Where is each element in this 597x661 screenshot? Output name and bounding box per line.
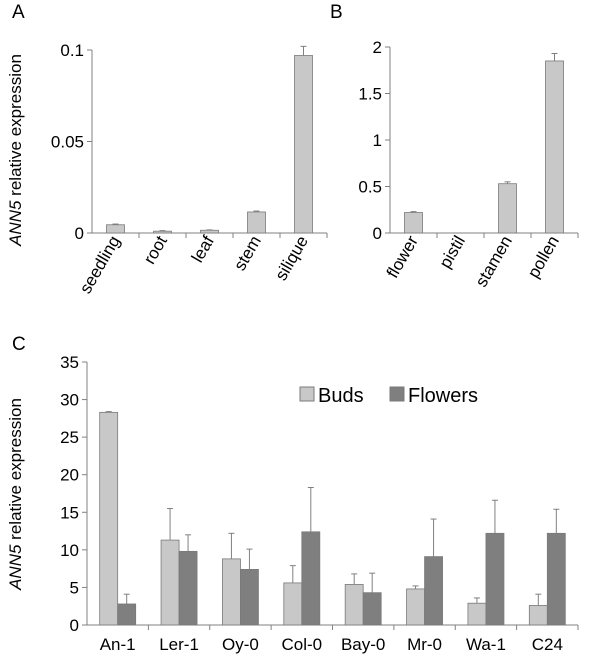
y-tick-label: 0 — [70, 616, 79, 635]
bar-values-leaf — [200, 229, 219, 234]
bar-buds-an-1 — [99, 411, 119, 626]
y-axis-label-rest: relative expression — [6, 54, 25, 200]
bar-flowers-ler-1 — [178, 550, 198, 626]
x-category-label: stamen — [472, 233, 516, 291]
y-tick-label: 20 — [60, 466, 79, 485]
bar-flowers-an-1 — [117, 603, 137, 626]
panel-c: C ANN5 relative expression Buds Flowers … — [6, 334, 579, 654]
bar-flowers-oy-0 — [240, 568, 259, 626]
bar-values-pollen — [545, 60, 564, 234]
y-axis-label-italic: ANN5 — [6, 200, 25, 247]
bar-flowers-col-0 — [301, 531, 321, 626]
bar-flowers-c24 — [546, 532, 566, 626]
bar-values-stem — [247, 211, 266, 234]
bar-buds-col-0 — [283, 582, 303, 626]
y-tick-label: 10 — [60, 541, 79, 560]
bar-flowers-mr-0 — [424, 556, 443, 626]
bar-values-silique — [294, 55, 313, 234]
x-category-label: Wa-1 — [466, 635, 506, 654]
legend-swatch-flowers — [389, 386, 405, 402]
panel-a-letter: A — [12, 2, 25, 23]
x-category-label: Oy-0 — [222, 635, 259, 654]
bar-buds-oy-0 — [222, 558, 241, 626]
panel-b-letter: B — [330, 2, 343, 23]
y-axis-label-italic: ANN5 — [6, 544, 25, 591]
y-tick-label: 2 — [373, 38, 382, 57]
y-tick-label: 30 — [60, 391, 79, 410]
panel-a-y-axis-label: ANN5 relative expression — [6, 54, 25, 247]
y-tick-label: 1.5 — [358, 85, 382, 104]
x-category-label: An-1 — [100, 635, 136, 654]
x-category-label: flower — [383, 232, 422, 281]
y-tick-label: 1 — [373, 131, 382, 150]
y-tick-label: 25 — [60, 428, 79, 447]
x-category-label: Col-0 — [282, 635, 323, 654]
y-tick-label: 0 — [373, 224, 382, 243]
x-category-label: silique — [271, 233, 312, 284]
x-category-label: Bay-0 — [341, 635, 385, 654]
bar-flowers-wa-1 — [485, 532, 505, 626]
panel-c-letter: C — [12, 334, 26, 355]
x-category-label: C24 — [532, 635, 563, 654]
x-category-label: leaf — [188, 232, 218, 265]
bar-flowers-bay-0 — [362, 592, 382, 626]
panel-b: B 0 0.5 1 1.5 2 flower pistil stamen pollen — [330, 2, 579, 291]
x-category-label: stem — [230, 233, 265, 274]
x-category-label: root — [140, 232, 171, 267]
y-tick-label: 5 — [70, 578, 79, 597]
bar-values-seedling — [106, 224, 125, 234]
panel-c-y-axis-label: ANN5 relative expression — [6, 398, 25, 591]
bar-buds-mr-0 — [406, 588, 425, 626]
x-category-label: Ler-1 — [159, 635, 199, 654]
bar-values-flower — [404, 212, 423, 234]
y-tick-label: 0.1 — [60, 41, 84, 60]
y-tick-label: 0.5 — [358, 178, 382, 197]
legend-label-buds: Buds — [318, 385, 364, 407]
bar-buds-ler-1 — [160, 539, 180, 626]
x-category-label: Mr-0 — [407, 635, 442, 654]
bar-values-stamen — [498, 183, 517, 234]
x-category-label: pistil — [436, 233, 469, 272]
legend-swatch-buds — [299, 386, 315, 402]
panel-a: A ANN5 relative expression 00.050.1seedl… — [6, 2, 328, 297]
legend-label-flowers: Flowers — [408, 385, 478, 407]
y-tick-label: 0.05 — [51, 133, 84, 152]
y-axis-label-rest: relative expression — [6, 398, 25, 544]
legend: Buds Flowers — [299, 385, 478, 407]
bar-buds-c24 — [528, 605, 548, 626]
bar-values-root — [153, 230, 172, 234]
bar-buds-wa-1 — [467, 602, 487, 626]
bar-buds-bay-0 — [344, 584, 364, 626]
x-category-label: pollen — [524, 233, 563, 282]
y-tick-label: 0 — [75, 224, 84, 243]
y-tick-label: 15 — [60, 503, 79, 522]
y-tick-label: 35 — [60, 353, 79, 372]
